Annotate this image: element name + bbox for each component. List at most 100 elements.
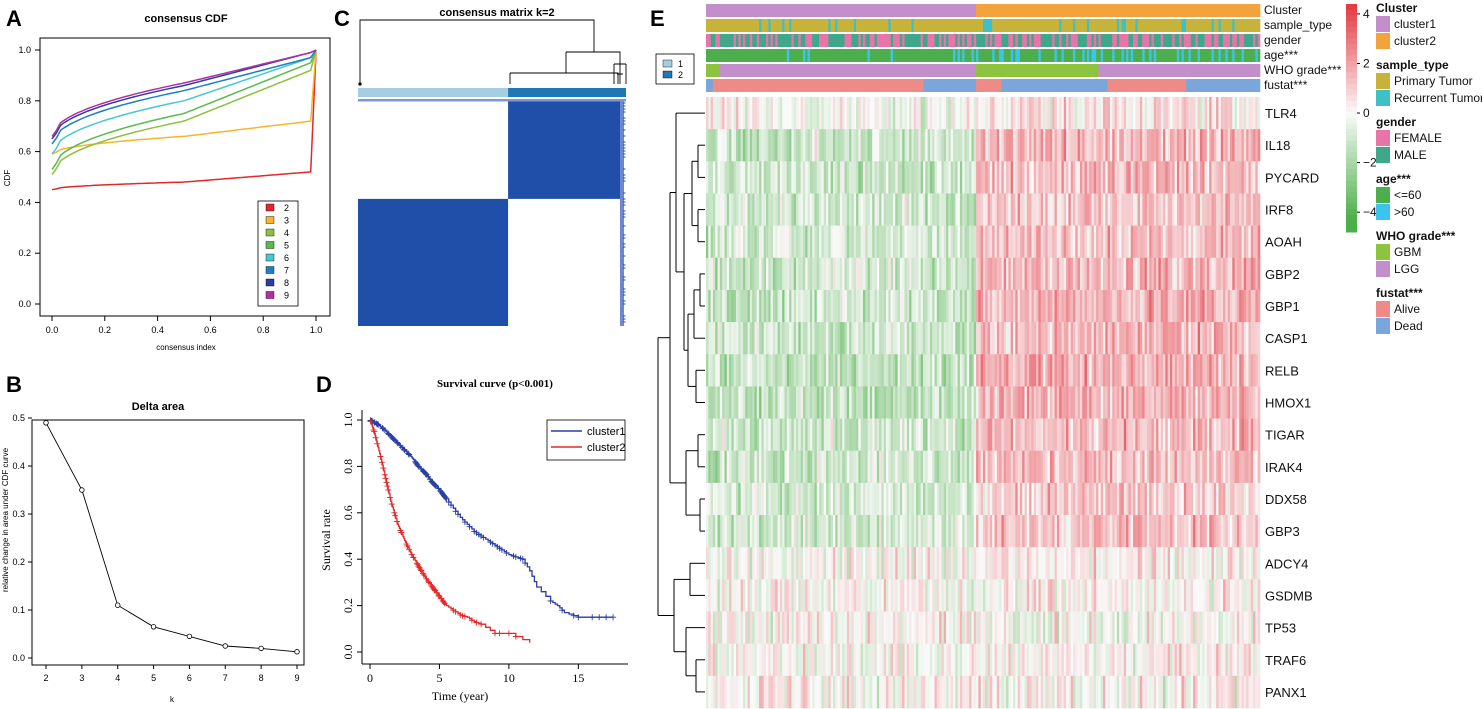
heatmap-cell xyxy=(918,643,921,677)
heatmap-cell xyxy=(1227,129,1231,162)
heatmap-cell xyxy=(1179,354,1182,387)
annotation-age-cell xyxy=(1181,49,1185,62)
heatmap-cell xyxy=(1234,161,1238,194)
heatmap-cell xyxy=(1163,643,1166,677)
heatmap-cell xyxy=(851,354,855,387)
heatmap-cell xyxy=(909,225,912,259)
heatmap-cell xyxy=(1073,161,1076,194)
heatmap-cell xyxy=(761,547,765,580)
heatmap-cell xyxy=(1093,643,1097,677)
annotation-gender-cell xyxy=(1181,34,1185,47)
annotation-age-cell xyxy=(1082,49,1085,62)
heatmap-cell xyxy=(1153,579,1157,612)
heatmap-cell xyxy=(1188,225,1192,259)
heatmap-cell xyxy=(1144,547,1148,580)
heatmap-cell xyxy=(1082,547,1085,580)
heatmap-cell xyxy=(952,257,956,291)
heatmap-cell xyxy=(1153,611,1157,644)
heatmap-cell xyxy=(1130,97,1134,130)
heatmap-cell xyxy=(1093,322,1097,355)
heatmap-cell xyxy=(849,482,852,516)
heatmap-cell xyxy=(736,225,739,259)
heatmap-cell xyxy=(962,482,965,516)
heatmap-cell xyxy=(1038,482,1042,516)
heatmap-cell xyxy=(1098,257,1102,291)
panel-label-e: E xyxy=(650,6,665,31)
heatmap-cell xyxy=(911,450,915,484)
heatmap-cell xyxy=(828,643,831,677)
heatmap-cell xyxy=(796,547,799,580)
heatmap-cell xyxy=(941,547,945,580)
heatmap-cell xyxy=(918,675,921,709)
heatmap-cell xyxy=(856,161,859,194)
heatmap-cell xyxy=(1149,547,1152,580)
heatmap-cell xyxy=(922,386,926,419)
heatmap-cell xyxy=(909,482,912,516)
heatmap-cell xyxy=(1061,547,1065,580)
heatmap-cell xyxy=(934,97,938,130)
heatmap-cell xyxy=(731,418,734,452)
heatmap-cell xyxy=(1038,129,1042,162)
heatmap-cell xyxy=(1006,579,1009,612)
heatmap-cell xyxy=(1010,289,1014,323)
heatmap-cell xyxy=(892,450,896,484)
heatmap-cell xyxy=(842,386,845,419)
heatmap-cell xyxy=(719,418,723,452)
heatmap-cell xyxy=(1199,322,1203,355)
annotation-gender-cell xyxy=(793,34,799,47)
heatmap-cell xyxy=(1031,482,1035,516)
heatmap-cell xyxy=(715,97,718,130)
heatmap-cell xyxy=(809,193,813,226)
heatmap-cell xyxy=(772,322,776,355)
heatmap-cell xyxy=(973,579,977,612)
heatmap-cell xyxy=(966,289,970,323)
heatmap-cell xyxy=(837,418,841,452)
heatmap-cell xyxy=(1022,354,1025,387)
heatmap-cell xyxy=(1006,225,1009,259)
heatmap-cell xyxy=(1052,643,1055,677)
heatmap-cell xyxy=(1126,579,1129,612)
heatmap-cell xyxy=(826,193,829,226)
heatmap-cell xyxy=(1013,675,1016,709)
heatmap-cell xyxy=(729,225,732,259)
heatmap-cell xyxy=(969,450,972,484)
heatmap-cell xyxy=(987,611,991,644)
heatmap-cell xyxy=(985,193,988,226)
heatmap-cell xyxy=(867,386,871,419)
panel-d-ytick-label: 0.2 xyxy=(341,598,355,613)
heatmap-cell xyxy=(784,257,788,291)
heatmap-cell xyxy=(807,450,811,484)
heatmap-cell xyxy=(1149,161,1152,194)
heatmap-cell xyxy=(846,354,850,387)
heatmap-cell xyxy=(766,418,769,452)
heatmap-cell xyxy=(1126,225,1129,259)
heatmap-cell xyxy=(1015,418,1018,452)
heatmap-cell xyxy=(962,129,965,162)
heatmap-cell xyxy=(754,482,758,516)
heatmap-cell xyxy=(752,547,755,580)
heatmap-cell xyxy=(1079,97,1083,130)
heatmap-cell xyxy=(1232,225,1235,259)
heatmap-cell xyxy=(731,482,734,516)
heatmap-cell xyxy=(950,450,954,484)
heatmap-cell xyxy=(1091,161,1095,194)
heatmap-cell xyxy=(1158,289,1162,323)
heatmap-cell xyxy=(1013,161,1016,194)
heatmap-cell xyxy=(1038,97,1042,130)
heatmap-cell xyxy=(738,193,741,226)
heatmap-cell xyxy=(985,257,988,291)
heatmap-cell xyxy=(902,418,905,452)
heatmap-cell xyxy=(1206,611,1210,644)
heatmap-cell xyxy=(1139,482,1143,516)
heatmap-cell xyxy=(828,482,831,516)
heatmap-cell xyxy=(906,257,910,291)
heatmap-cell xyxy=(902,515,905,548)
heatmap-cell xyxy=(1063,386,1067,419)
heatmap-cell xyxy=(925,354,928,387)
heatmap-cell xyxy=(1139,193,1143,226)
heatmap-cell xyxy=(1075,515,1078,548)
heatmap-cell xyxy=(1223,97,1226,130)
heatmap-cell xyxy=(835,450,838,484)
heatmap-cell xyxy=(772,579,776,612)
heatmap-cell xyxy=(832,129,836,162)
